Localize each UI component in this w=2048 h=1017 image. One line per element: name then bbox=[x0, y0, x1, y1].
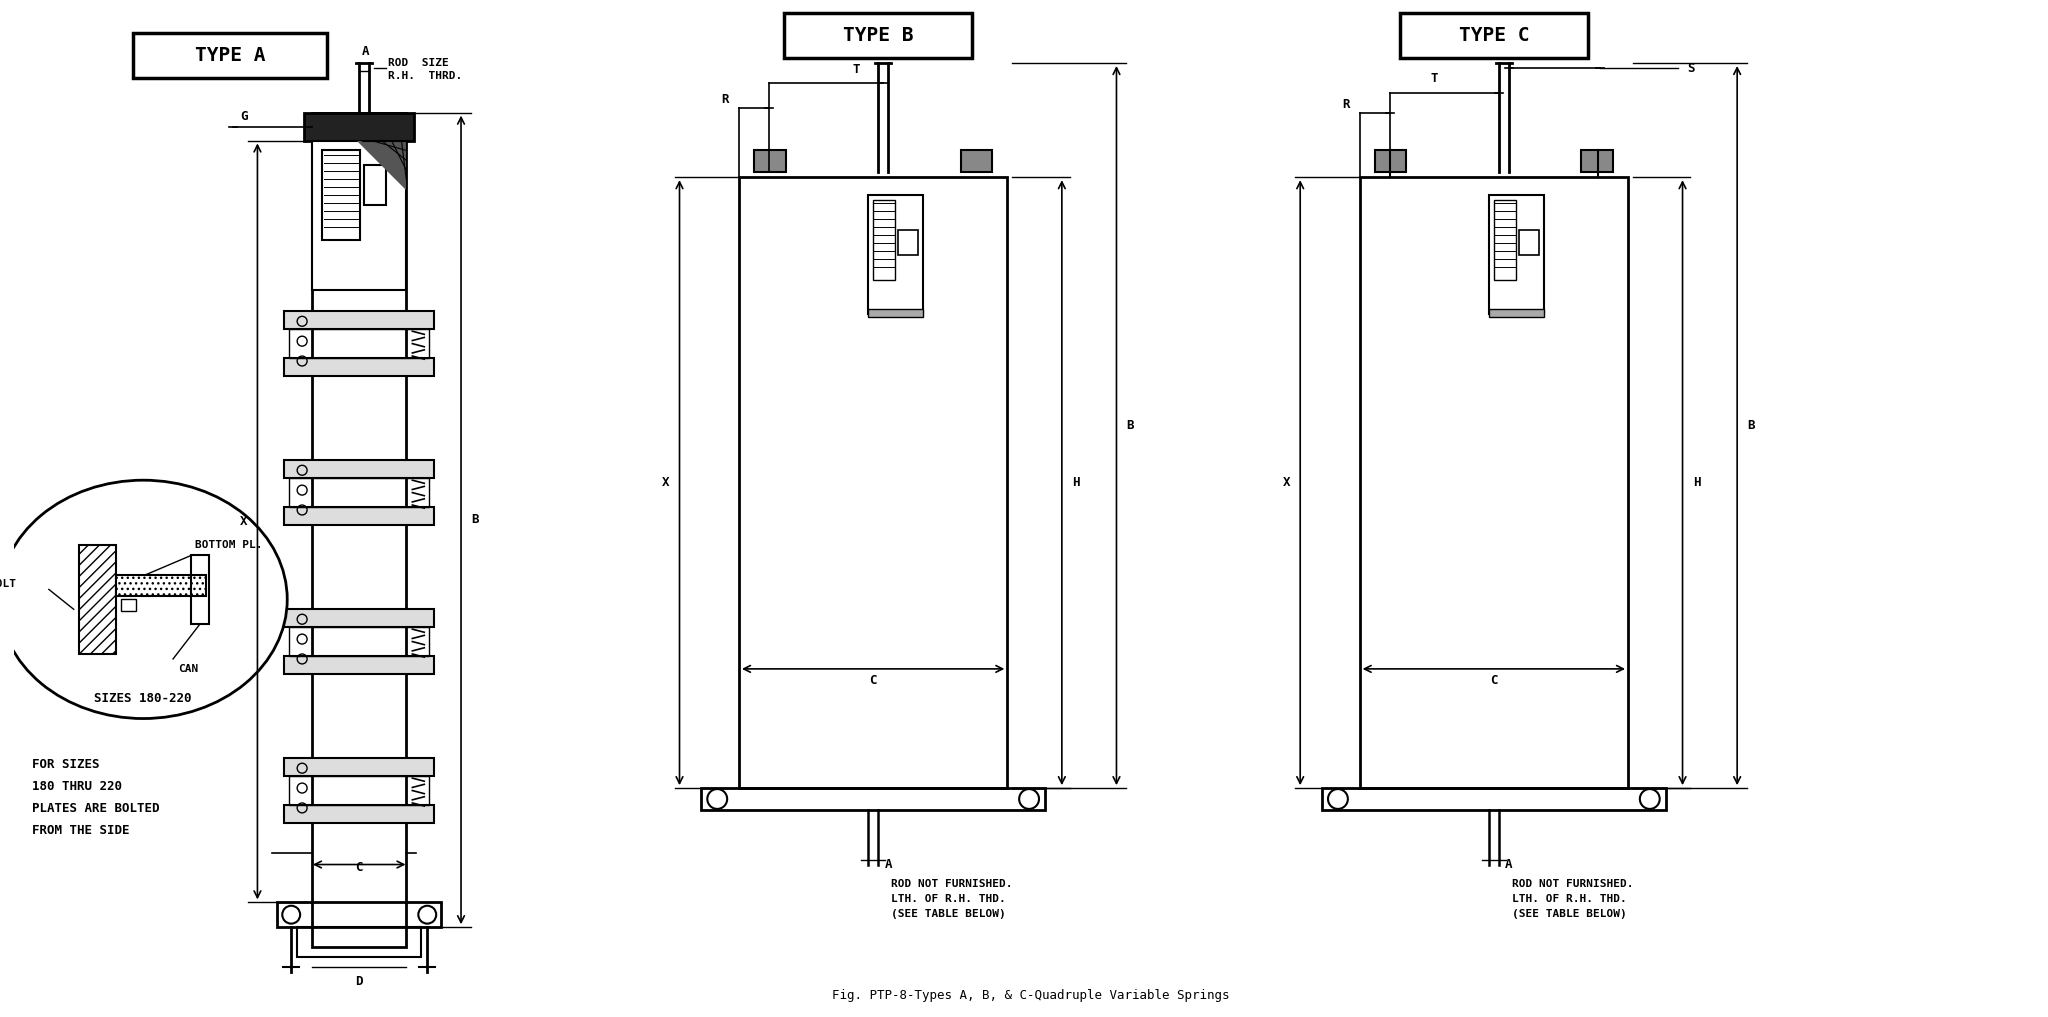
Text: T: T bbox=[1430, 72, 1438, 85]
Text: Fig. PTP-8-Types A, B, & C-Quadruple Variable Springs: Fig. PTP-8-Types A, B, & C-Quadruple Var… bbox=[831, 990, 1229, 1002]
Text: D: D bbox=[356, 975, 362, 989]
Bar bbox=[868, 195, 924, 314]
Bar bbox=[289, 330, 430, 358]
Text: X: X bbox=[1282, 476, 1290, 489]
Polygon shape bbox=[356, 140, 406, 190]
Bar bbox=[276, 902, 440, 928]
Bar bbox=[285, 507, 434, 525]
Bar bbox=[311, 113, 406, 947]
Text: R: R bbox=[1341, 99, 1350, 111]
Bar bbox=[133, 34, 328, 78]
Text: B: B bbox=[471, 514, 479, 527]
Bar bbox=[1323, 788, 1665, 810]
Bar bbox=[289, 627, 430, 656]
Text: H: H bbox=[1071, 476, 1079, 489]
Bar bbox=[897, 230, 918, 255]
Text: LTH. OF R.H. THD.: LTH. OF R.H. THD. bbox=[891, 894, 1006, 904]
Text: 180 THRU 220: 180 THRU 220 bbox=[33, 780, 123, 793]
Ellipse shape bbox=[0, 480, 287, 719]
Text: TYPE B: TYPE B bbox=[844, 25, 913, 45]
Bar bbox=[311, 140, 406, 290]
Bar bbox=[1399, 13, 1587, 58]
Text: R: R bbox=[721, 94, 729, 107]
Text: ROD NOT FURNISHED.: ROD NOT FURNISHED. bbox=[891, 880, 1012, 890]
Bar bbox=[285, 311, 434, 330]
Bar bbox=[117, 575, 205, 596]
Bar bbox=[1520, 230, 1538, 255]
Bar bbox=[190, 554, 209, 624]
Bar bbox=[365, 166, 385, 205]
Text: CAN: CAN bbox=[178, 664, 199, 674]
Text: TYPE C: TYPE C bbox=[1458, 25, 1530, 45]
Bar bbox=[285, 656, 434, 674]
Bar bbox=[121, 599, 137, 611]
Text: X: X bbox=[662, 476, 670, 489]
Text: TYPE A: TYPE A bbox=[195, 46, 266, 65]
Bar bbox=[78, 545, 117, 654]
Text: S: S bbox=[1688, 62, 1696, 74]
Text: (SEE TABLE BELOW): (SEE TABLE BELOW) bbox=[1511, 909, 1626, 919]
Bar bbox=[739, 177, 1008, 788]
Text: A: A bbox=[885, 858, 891, 871]
Bar bbox=[303, 113, 414, 140]
Bar bbox=[872, 200, 895, 280]
Bar bbox=[1374, 151, 1407, 172]
Bar bbox=[754, 151, 786, 172]
Text: R.H.  THRD.: R.H. THRD. bbox=[387, 71, 463, 81]
Text: C: C bbox=[870, 674, 877, 687]
Bar bbox=[868, 309, 924, 317]
Text: SIZES 180-220: SIZES 180-220 bbox=[94, 693, 193, 705]
Bar bbox=[1489, 309, 1544, 317]
Text: H: H bbox=[1694, 476, 1700, 489]
Bar bbox=[784, 13, 973, 58]
Bar bbox=[961, 151, 993, 172]
Text: A: A bbox=[1505, 858, 1513, 871]
Text: C: C bbox=[356, 861, 362, 874]
Text: T: T bbox=[852, 63, 860, 75]
Text: PLATES ARE BOLTED: PLATES ARE BOLTED bbox=[33, 802, 160, 815]
Bar bbox=[1489, 195, 1544, 314]
Text: G: G bbox=[240, 110, 248, 123]
Text: ROD  SIZE: ROD SIZE bbox=[387, 58, 449, 68]
Text: LTH. OF R.H. THD.: LTH. OF R.H. THD. bbox=[1511, 894, 1626, 904]
Bar bbox=[1493, 200, 1516, 280]
Text: B: B bbox=[1126, 419, 1135, 432]
Bar bbox=[322, 151, 360, 240]
Text: BOTTOM PL.: BOTTOM PL. bbox=[195, 540, 262, 550]
Text: B: B bbox=[1747, 419, 1755, 432]
Bar bbox=[285, 759, 434, 776]
Text: A: A bbox=[362, 45, 371, 58]
Bar bbox=[289, 776, 430, 804]
Text: FROM THE SIDE: FROM THE SIDE bbox=[33, 824, 129, 837]
Bar bbox=[289, 478, 430, 507]
Bar bbox=[700, 788, 1044, 810]
Text: (SEE TABLE BELOW): (SEE TABLE BELOW) bbox=[891, 909, 1006, 919]
Bar bbox=[1360, 177, 1628, 788]
Bar bbox=[297, 928, 422, 957]
Bar bbox=[285, 358, 434, 376]
Bar bbox=[285, 804, 434, 823]
Bar bbox=[285, 461, 434, 478]
Text: C: C bbox=[1491, 674, 1497, 687]
Text: BOLT: BOLT bbox=[0, 580, 16, 590]
Bar bbox=[1581, 151, 1614, 172]
Text: ROD NOT FURNISHED.: ROD NOT FURNISHED. bbox=[1511, 880, 1632, 890]
Text: X: X bbox=[240, 515, 248, 528]
Bar bbox=[285, 609, 434, 627]
Text: FOR SIZES: FOR SIZES bbox=[33, 759, 100, 771]
